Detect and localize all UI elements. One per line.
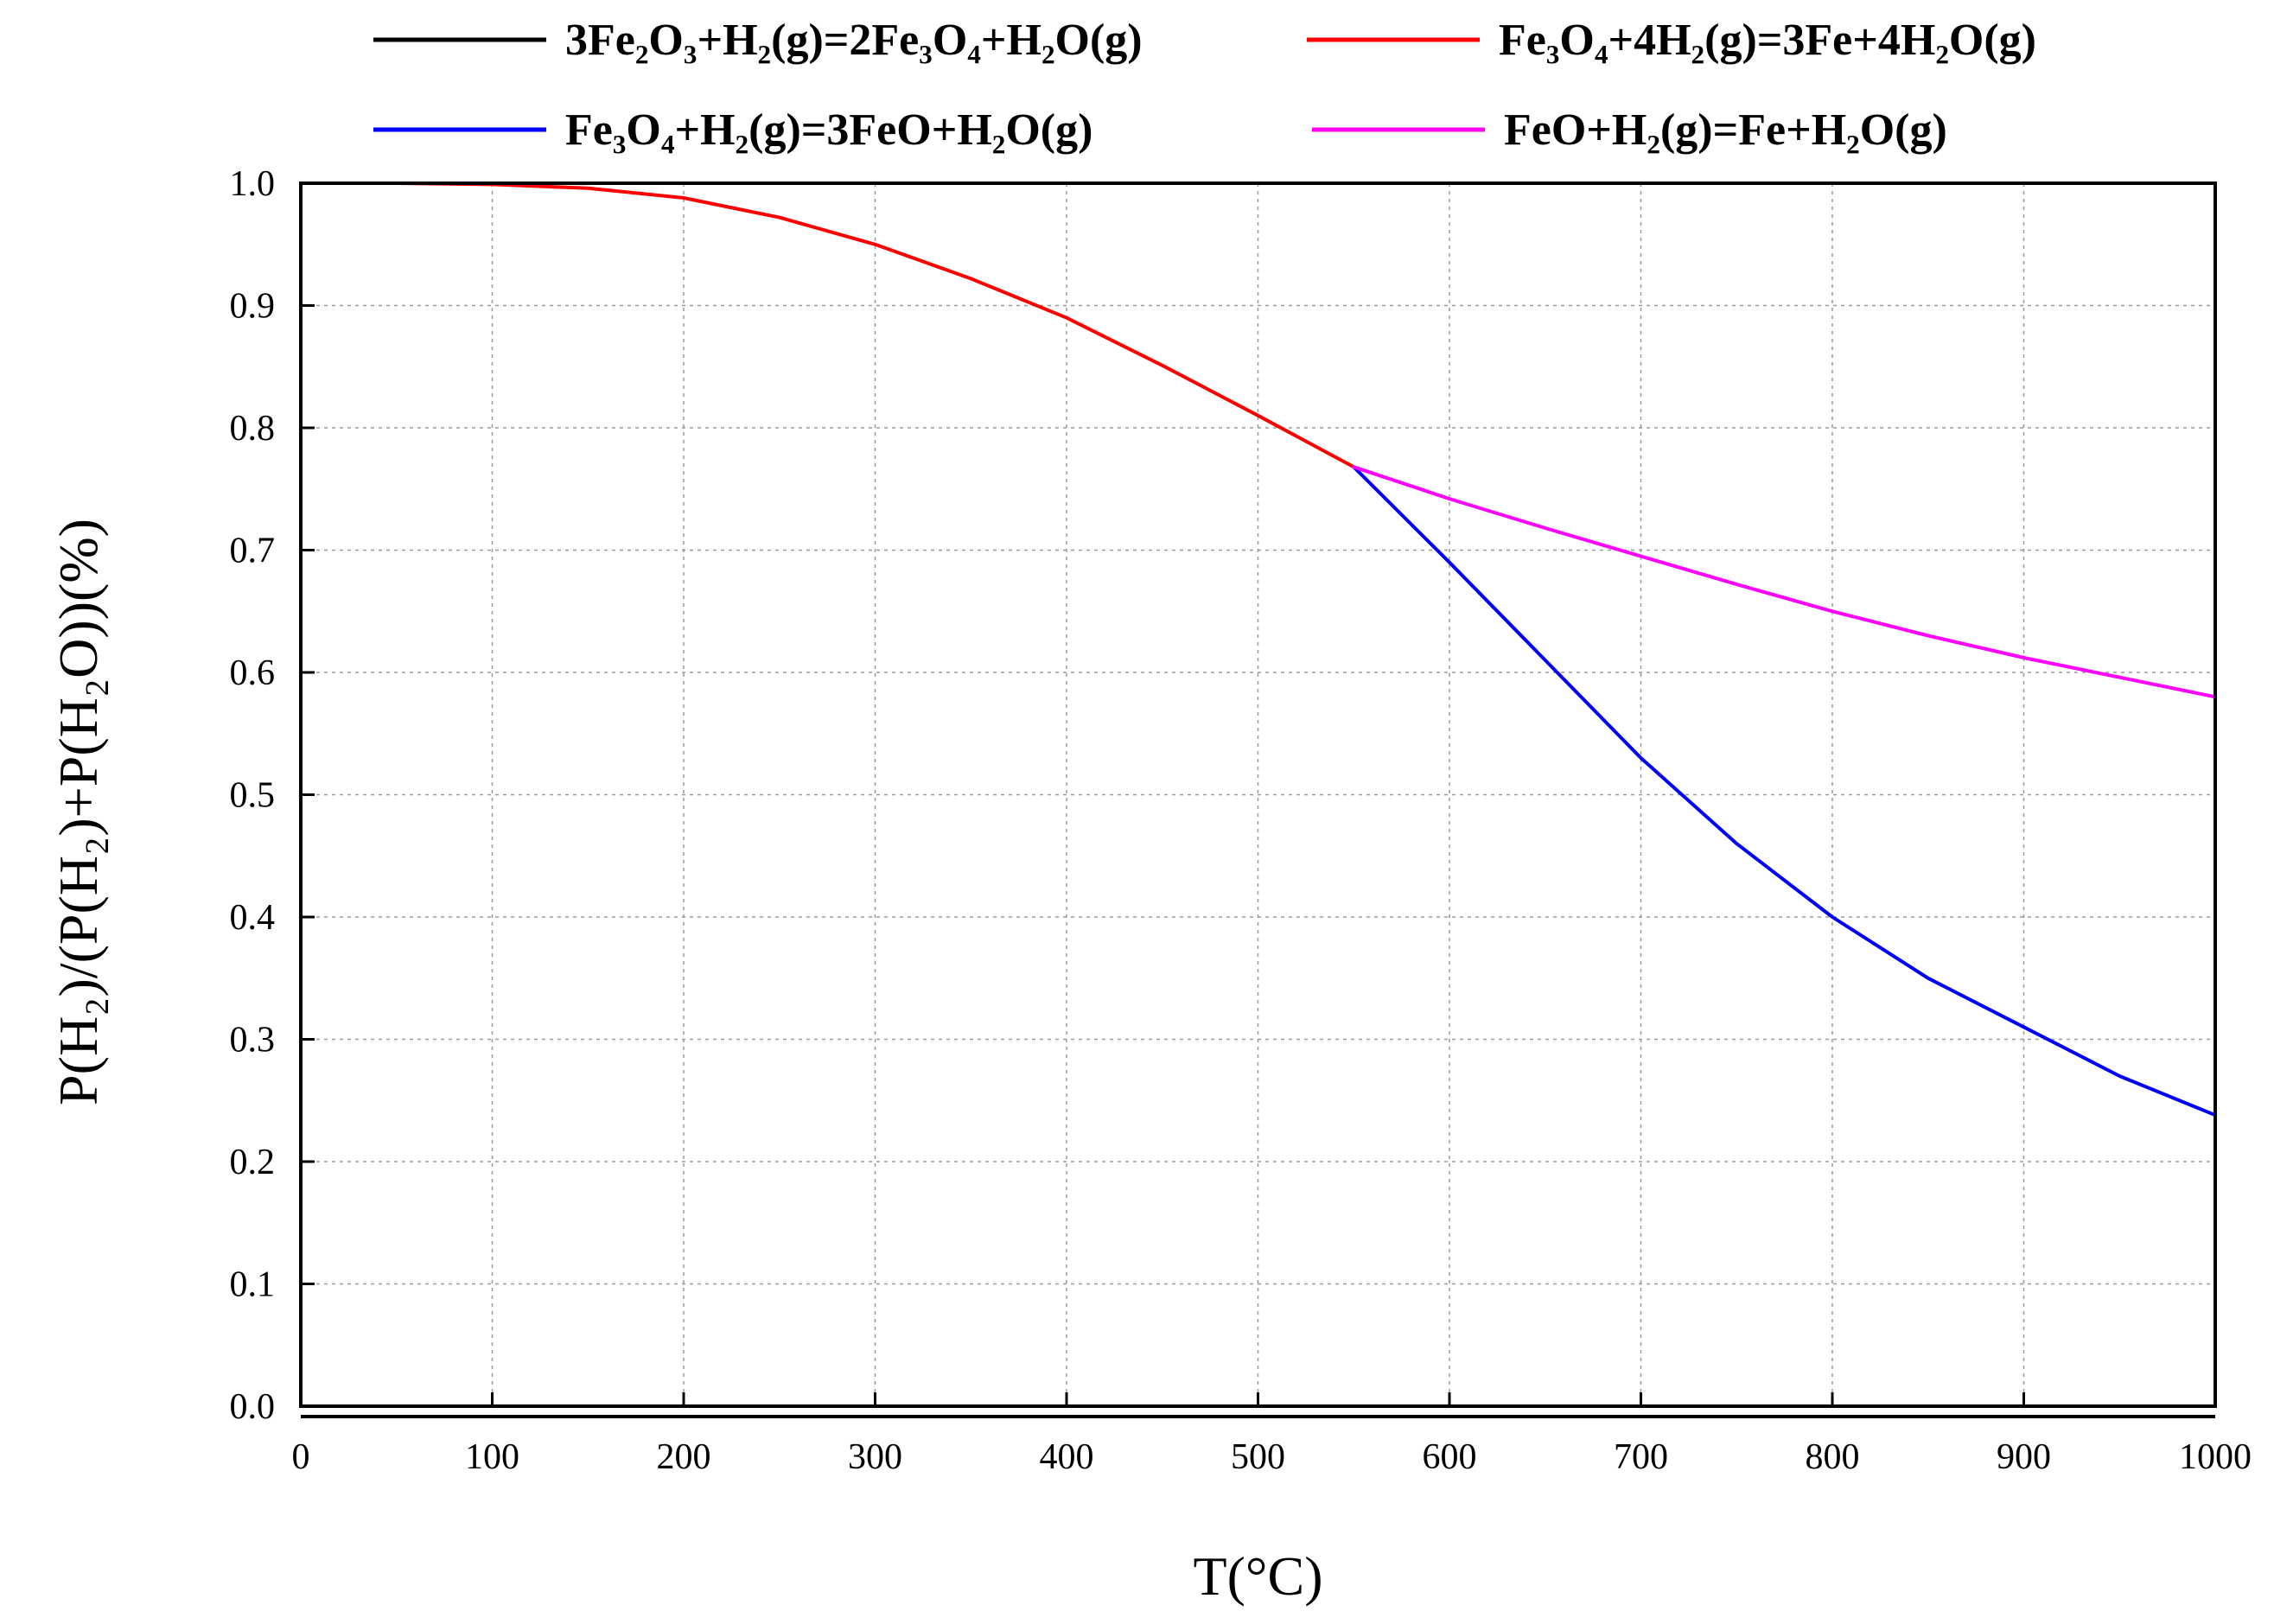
x-tick-label: 400 bbox=[1040, 1437, 1094, 1477]
legend-label-3: Fe₃O₄+H₂(g)=3FeO+H₂O(g) bbox=[565, 105, 1092, 155]
y-tick-label: 0.9 bbox=[230, 287, 276, 327]
y-axis-title: P(H₂)/(P(H₂)+P(H₂O))(%) bbox=[48, 519, 109, 1105]
ticks: 0 100 200 300 400 500 600 700 800 900 1000 0.0 0.1 0.… bbox=[230, 164, 2252, 1477]
x-tick-label: 600 bbox=[1423, 1437, 1477, 1477]
y-tick-label: 0.2 bbox=[230, 1143, 276, 1182]
x-axis-title: T(°C) bbox=[1194, 1545, 1323, 1607]
x-tick-label: 300 bbox=[848, 1437, 902, 1477]
y-tick-label: 0.3 bbox=[230, 1021, 276, 1060]
legend-label-4: FeO+H₂(g)=Fe+H₂O(g) bbox=[1504, 105, 1947, 155]
y-tick-label: 0.7 bbox=[230, 532, 276, 571]
series-line-3 bbox=[1352, 465, 2217, 1118]
y-tick-label: 0.1 bbox=[230, 1265, 276, 1305]
x-tick-label: 500 bbox=[1231, 1437, 1285, 1477]
x-tick-label: 100 bbox=[465, 1437, 519, 1477]
y-tick-label: 1.0 bbox=[230, 164, 276, 204]
legend-label-2: Fe₃O₄+4H₂(g)=3Fe+4H₂O(g) bbox=[1499, 16, 2036, 65]
legend: 3Fe₂O₃+H₂(g)=2Fe₃O₄+H₂O(g) Fe₃O₄+4H₂(g)=3… bbox=[373, 16, 2036, 155]
y-tick-label: 0.0 bbox=[230, 1387, 276, 1427]
y-tick-label: 0.6 bbox=[230, 653, 276, 693]
x-tick-label: 0 bbox=[292, 1437, 310, 1477]
y-tick-label: 0.4 bbox=[230, 898, 276, 938]
grid bbox=[301, 183, 2215, 1406]
x-tick-label: 900 bbox=[1997, 1437, 2051, 1477]
x-tick-label: 800 bbox=[1806, 1437, 1860, 1477]
legend-label-1: 3Fe₂O₃+H₂(g)=2Fe₃O₄+H₂O(g) bbox=[565, 16, 1143, 65]
y-tick-label: 0.8 bbox=[230, 409, 276, 449]
x-tick-label: 700 bbox=[1614, 1437, 1668, 1477]
x-tick-label: 200 bbox=[657, 1437, 711, 1477]
x-tick-label: 1000 bbox=[2179, 1437, 2252, 1477]
series-line-2 bbox=[299, 182, 1356, 469]
series-line-4 bbox=[1352, 465, 2217, 699]
y-tick-label: 0.5 bbox=[230, 776, 276, 816]
